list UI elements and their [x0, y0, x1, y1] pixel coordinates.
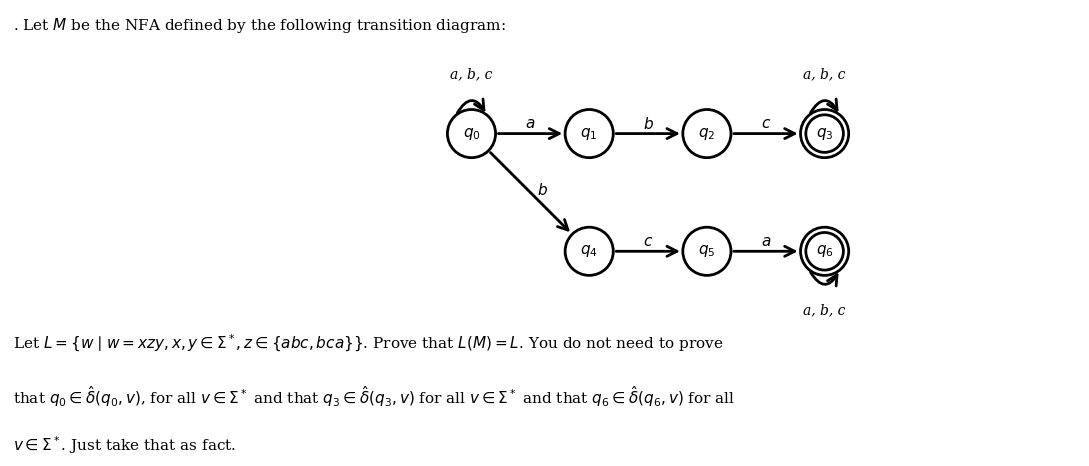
Circle shape	[683, 110, 731, 158]
Text: a, b, c: a, b, c	[804, 303, 846, 317]
Circle shape	[565, 110, 613, 158]
Text: $q_1$: $q_1$	[580, 125, 598, 142]
Text: . Let $M$ be the NFA defined by the following transition diagram:: . Let $M$ be the NFA defined by the foll…	[13, 16, 506, 35]
Text: $q_3$: $q_3$	[816, 125, 833, 142]
Circle shape	[448, 110, 495, 158]
Text: $c$: $c$	[761, 117, 771, 131]
Text: $b$: $b$	[537, 182, 548, 198]
Circle shape	[565, 227, 613, 275]
Text: a, b, c: a, b, c	[804, 68, 846, 82]
Text: $b$: $b$	[643, 116, 653, 132]
Text: $q_2$: $q_2$	[698, 125, 715, 142]
Text: $a$: $a$	[760, 235, 771, 249]
Text: $c$: $c$	[643, 235, 653, 249]
Text: $q_6$: $q_6$	[816, 243, 833, 259]
Circle shape	[800, 227, 848, 275]
Circle shape	[683, 227, 731, 275]
Text: that $q_0 \in \hat{\delta}(q_0, v)$, for all $v \in \Sigma^*$ and that $q_3 \in : that $q_0 \in \hat{\delta}(q_0, v)$, for…	[13, 384, 735, 409]
Text: Let $L = \{w \mid w = xzy, x, y \in \Sigma^*, z \in \{abc, bca\}\}$. Prove that : Let $L = \{w \mid w = xzy, x, y \in \Sig…	[13, 333, 724, 354]
Circle shape	[800, 110, 848, 158]
Text: a, b, c: a, b, c	[450, 68, 492, 82]
Text: $q_0$: $q_0$	[463, 125, 480, 142]
Text: $q_5$: $q_5$	[698, 243, 715, 259]
Text: $q_4$: $q_4$	[580, 243, 598, 259]
Text: $v \in \Sigma^*$. Just take that as fact.: $v \in \Sigma^*$. Just take that as fact…	[13, 434, 236, 456]
Text: $a$: $a$	[525, 117, 536, 131]
